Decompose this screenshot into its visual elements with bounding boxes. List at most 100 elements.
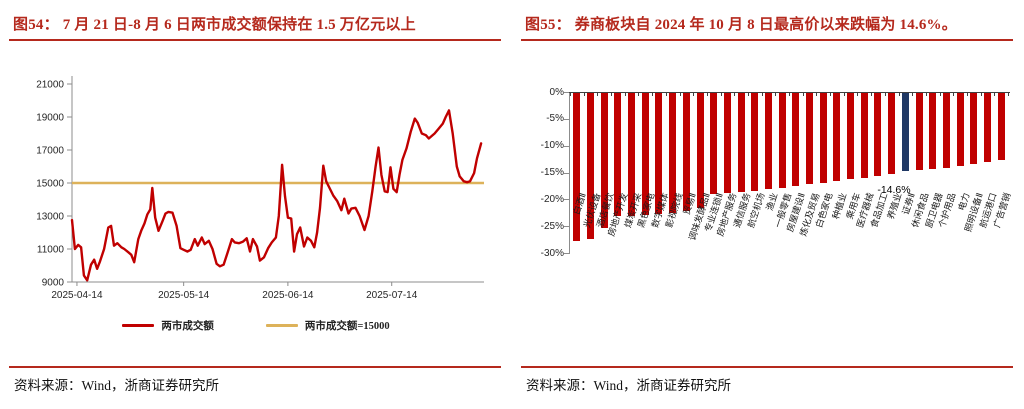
bar-y-tick-label: -10% [540,140,564,152]
sector-bar [696,93,704,208]
bar-boundary-tick [925,93,927,96]
bar-boundary-tick [652,93,654,96]
y-tick-label: 21000 [36,80,64,91]
sector-bar [710,93,718,195]
sector-bar [792,93,800,186]
bar-y-tick [564,92,569,93]
y-tick-label: 9000 [42,278,65,289]
bar-y-tick-label: 0% [549,86,564,98]
bar-boundary-tick [912,93,914,96]
bar-boundary-tick [939,93,941,96]
bar-boundary-tick [980,93,982,96]
legend-item-turnover: 两市成交额 [122,318,214,333]
bar-y-tick [564,118,569,120]
bar-boundary-tick [570,93,571,96]
sector-bar [970,93,978,165]
x-tick-label: 2025-06-14 [262,290,314,301]
y-tick-label: 17000 [36,146,64,157]
y-tick-label: 15000 [36,179,64,190]
bar-boundary-tick [802,93,804,96]
bar-boundary-tick [953,93,955,96]
red-line-swatch [122,324,155,327]
figure-55-panel: 图55： 券商板块自 2024 年 10 月 8 日最高价以来跌幅为 14.6%… [512,0,1024,409]
bar-y-tick-label: -15% [540,167,564,178]
bar-boundary-tick [966,93,968,96]
sector-bar [737,93,745,193]
sector-bar [614,93,622,217]
bar-boundary-tick [597,93,599,96]
bar-boundary-tick [679,93,681,96]
sector-bar [874,93,882,176]
sector-bar [682,93,690,211]
bar-y-tick-label: -20% [540,193,564,205]
bar-y-tick [564,172,569,174]
bar-boundary-tick [830,93,832,96]
sector-bar [751,93,759,191]
bar-boundary-tick [624,93,626,96]
legend-label-threshold: 两市成交额=15000 [304,321,390,332]
bar-y-tick-label: -30% [540,247,564,259]
x-tick-label: 2025-04-14 [51,290,103,301]
sector-bar [833,93,841,181]
bar-boundary-tick [665,93,667,96]
bar-y-tick [564,226,569,228]
sector-bar [806,93,814,185]
y-tick-label: 11000 [37,245,65,256]
bar-boundary-tick [611,93,613,96]
line-chart-svg: 9000 11000 13000 15000 17000 19000 21000 2025-0… [36,76,484,301]
bar-boundary-tick [871,93,873,96]
bar-boundary-tick [994,93,996,96]
legend-item-threshold: 两市成交额=15000 [265,318,390,333]
turnover-line-chart: 9000 11000 13000 15000 17000 19000 21000 2025-0… [24,62,498,314]
figure-55-title-rule [521,39,1013,41]
highlight-bar-securities [901,93,909,172]
y-tick-label: 13000 [36,212,64,223]
bar-y-tick-label: -5% [546,113,564,125]
sector-bar [723,93,731,194]
sector-bar [628,93,636,216]
sector-bar [847,93,855,180]
line-chart-legend: 两市成交额 两市成交额=15000 [0,318,512,333]
figure-54-title: 图54： 7 月 21 日-8 月 6 日两市成交额保持在 1.5 万亿元以上 [13,17,416,33]
sector-drawdown-bar-chart: -14.6% 0% -5% -10% -15% -20% -25% -30% 白酒Ⅱ 光伏设备酒… [541,87,1013,362]
figure-54-panel: 图54： 7 月 21 日-8 月 6 日两市成交额保持在 1.5 万亿元以上 … [0,17,512,393]
sector-bar [860,93,868,178]
sector-bar [956,93,964,166]
sector-bar [929,93,937,170]
bar-boundary-tick [775,93,777,96]
bar-boundary-tick [898,93,900,96]
sector-bar [600,93,608,228]
x-tick-label: 2025-07-14 [366,290,418,301]
turnover-line [70,109,483,282]
bar-y-tick [564,145,569,147]
bar-boundary-tick [734,93,736,96]
legend-label-turnover: 两市成交额 [161,321,214,332]
bar-boundary-tick [843,93,845,96]
sector-bar [888,93,896,174]
sector-bar [669,93,677,213]
bar-chart-y-axis [569,92,570,254]
sector-bar [819,93,827,183]
figure-55-source: 资料来源：Wind，浙商证券研究所 [526,378,731,393]
figure-54-source: 资料来源：Wind，浙商证券研究所 [14,378,219,393]
bar-boundary-tick [747,93,749,96]
gold-line-swatch [265,324,298,327]
bar-boundary-tick [816,93,818,96]
sector-bar [997,93,1005,161]
bar-boundary-tick [761,93,763,96]
bar-y-tick [564,199,569,201]
bar-y-tick-label: -25% [540,220,564,232]
bar-boundary-tick [857,93,859,96]
bar-chart-zero-line [569,92,1010,93]
bar-boundary-tick [720,93,722,96]
bar-boundary-tick [583,93,585,96]
sector-bar [655,93,663,215]
sector-bar [587,93,595,239]
figure-55-title: 图55： 券商板块自 2024 年 10 月 8 日最高价以来跌幅为 14.6%… [525,17,957,33]
figure-55-source-rule [521,366,1013,368]
bar-boundary-tick [884,93,886,96]
sector-bar [915,93,923,171]
y-tick-label: 19000 [36,113,64,124]
sector-bar [641,93,649,216]
sector-bar [764,93,772,190]
